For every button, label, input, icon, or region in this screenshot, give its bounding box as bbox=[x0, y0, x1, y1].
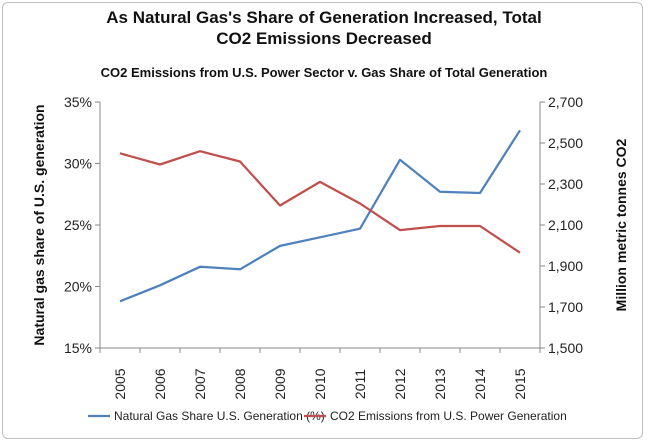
x-tick-label: 2012 bbox=[392, 368, 408, 399]
y-right-tick-label: 2,500 bbox=[548, 135, 583, 151]
x-tick-label: 2005 bbox=[112, 368, 128, 399]
x-tick-label: 2008 bbox=[232, 368, 248, 399]
y-left-tick-label: 15% bbox=[64, 340, 92, 356]
series-line-1 bbox=[119, 150, 521, 254]
y-right-tick-label: 1,500 bbox=[548, 340, 583, 356]
y-right-tick-label: 1,700 bbox=[548, 299, 583, 315]
y-left-tick-label: 20% bbox=[64, 279, 92, 295]
y-right-tick-label: 2,700 bbox=[548, 94, 583, 110]
x-tick-label: 2015 bbox=[512, 368, 528, 399]
y-right-tick-label: 1,900 bbox=[548, 258, 583, 274]
x-tick-label: 2007 bbox=[192, 368, 208, 399]
x-tick-label: 2014 bbox=[472, 368, 488, 399]
legend-label-0: Natural Gas Share U.S. Generation (%) bbox=[114, 409, 325, 423]
y-axis-right-label: Million metric tonnes CO2 bbox=[613, 138, 629, 311]
chart-frame bbox=[2, 2, 643, 439]
x-tick-label: 2009 bbox=[272, 368, 288, 399]
y-left-tick-label: 25% bbox=[64, 217, 92, 233]
x-tick-label: 2013 bbox=[432, 368, 448, 399]
y-right-tick-label: 2,300 bbox=[548, 176, 583, 192]
y-axis-left-label: Natural gas share of U.S. generation bbox=[31, 104, 47, 345]
y-left-tick-label: 35% bbox=[64, 94, 92, 110]
y-left-tick-label: 30% bbox=[64, 156, 92, 172]
legend-label-1: CO2 Emissions from U.S. Power Generation bbox=[330, 409, 567, 423]
x-tick-label: 2011 bbox=[352, 369, 368, 399]
series-line-0 bbox=[119, 129, 521, 303]
chart-subtitle: CO2 Emissions from U.S. Power Sector v. … bbox=[100, 65, 548, 80]
x-tick-label: 2006 bbox=[152, 368, 168, 399]
chart-title-line1: As Natural Gas's Share of Generation Inc… bbox=[106, 8, 542, 27]
chart-title-line2: CO2 Emissions Decreased bbox=[216, 29, 432, 48]
y-right-tick-label: 2,100 bbox=[548, 217, 583, 233]
x-tick-label: 2010 bbox=[312, 368, 328, 399]
